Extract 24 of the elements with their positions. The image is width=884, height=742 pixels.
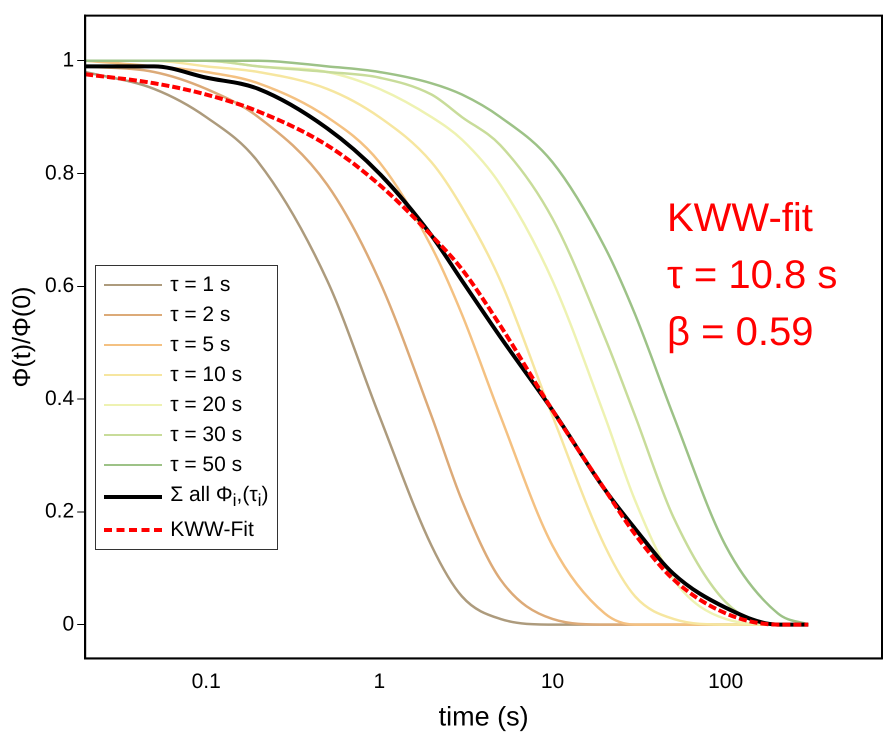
legend-label: τ = 10 s xyxy=(170,362,242,388)
x-tick-label: 1 xyxy=(374,670,386,693)
annotation: KWW-fit xyxy=(667,196,813,241)
legend-label: τ = 1 s xyxy=(170,272,230,298)
y-axis-title: Φ(t)/Φ(0) xyxy=(8,286,36,388)
legend-label: Σ all Φ$_{i}$,(τ$_{i}$) xyxy=(170,482,269,512)
legend-label: τ = 5 s xyxy=(170,332,230,358)
y-tick-label: 0 xyxy=(62,612,74,636)
x-tick-label: 100 xyxy=(708,670,744,693)
legend-label: KWW-Fit xyxy=(170,516,254,543)
x-tick-label: 0.1 xyxy=(192,670,221,693)
legend-label: τ = 20 s xyxy=(170,392,242,418)
legend-label: τ = 2 s xyxy=(170,302,230,328)
x-axis-title: time (s) xyxy=(438,701,529,732)
legend-label: τ = 50 s xyxy=(170,452,242,478)
y-tick-label: 0.4 xyxy=(44,386,75,410)
x-tick-label: 10 xyxy=(540,670,564,693)
annotation: β = 0.59 xyxy=(667,310,814,355)
legend-label: τ = 30 s xyxy=(170,422,242,448)
annotation: τ = 10.8 s xyxy=(667,252,838,298)
y-tick-label: 0.2 xyxy=(44,500,74,523)
y-tick-label: 0.6 xyxy=(44,274,74,298)
y-tick-label: 1 xyxy=(62,48,74,72)
y-tick-label: 0.8 xyxy=(44,161,74,184)
